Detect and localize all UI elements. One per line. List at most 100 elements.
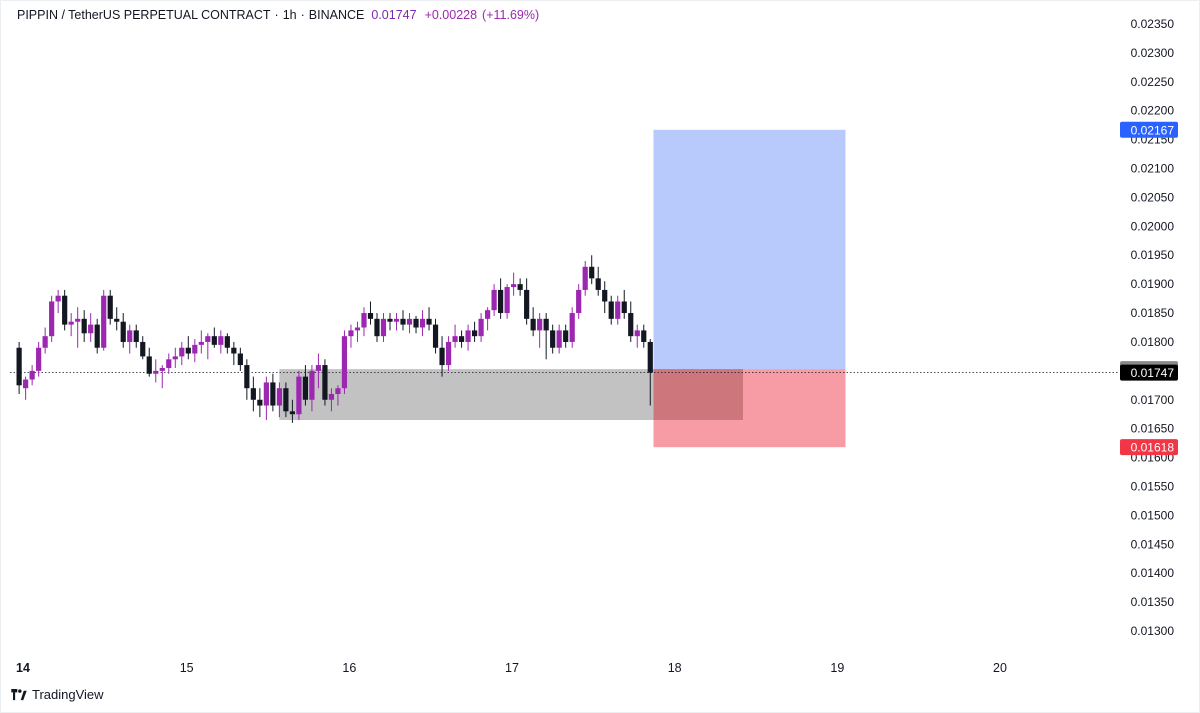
candle: [114, 307, 120, 331]
candle-body: [615, 301, 621, 319]
candle: [16, 341, 22, 394]
candle-body: [452, 336, 458, 342]
candle-body: [270, 382, 276, 406]
candle-body: [42, 336, 48, 348]
price-badge-text: 0.01747: [1131, 366, 1175, 380]
candle-body: [458, 336, 465, 342]
candle-body: [231, 347, 237, 354]
candle: [133, 324, 139, 348]
brand-name: TradingView: [32, 687, 104, 702]
candle-body: [257, 399, 263, 406]
candle-body: [524, 289, 530, 319]
candle: [608, 295, 614, 325]
candle: [641, 324, 647, 348]
y-axis-tick-label: 0.02050: [1131, 190, 1175, 204]
candle: [140, 336, 146, 360]
candle-body: [374, 318, 380, 337]
price-badge-text: 0.01618: [1131, 441, 1175, 455]
y-axis-tick-label: 0.01350: [1131, 595, 1175, 609]
candle: [75, 307, 81, 348]
candle: [205, 333, 211, 360]
x-axis-tick-label: 14: [16, 661, 30, 675]
candle: [511, 272, 517, 296]
candle: [55, 289, 61, 314]
candle: [315, 353, 322, 389]
y-axis-tick-label: 0.02350: [1131, 17, 1175, 31]
candle-body: [250, 388, 256, 400]
y-axis-tick-label: 0.02250: [1131, 75, 1175, 89]
price-change: +0.00228: [424, 8, 478, 22]
candle: [276, 382, 282, 418]
candle-body: [263, 382, 269, 406]
candle: [367, 301, 374, 325]
y-axis-tick-label: 0.02300: [1131, 46, 1175, 60]
x-axis-tick-label: 16: [342, 661, 356, 675]
candle-body: [94, 324, 100, 348]
candle-body: [406, 318, 413, 325]
candle-body: [445, 341, 452, 366]
candle: [179, 341, 185, 366]
candle-body: [576, 289, 582, 314]
candle-body: [218, 336, 224, 345]
candle: [393, 313, 400, 331]
tradingview-branding[interactable]: TradingView: [10, 687, 104, 702]
candle: [107, 289, 113, 325]
y-axis-tick-label: 0.01650: [1131, 422, 1175, 436]
candle: [211, 327, 217, 348]
exchange-label: BINANCE: [308, 8, 365, 22]
candle-body: [16, 347, 22, 386]
price-badge-bg: [1120, 121, 1178, 138]
candle: [172, 347, 178, 368]
candle-body: [133, 330, 139, 342]
candle: [88, 313, 94, 342]
x-axis-tick-label: 19: [830, 661, 844, 675]
candle-body: [49, 301, 55, 337]
candle: [29, 365, 35, 386]
candle-body: [419, 318, 426, 328]
candle-body: [595, 278, 601, 290]
candle: [400, 310, 406, 331]
price-badge-bg: [1120, 364, 1178, 381]
candle-body: [322, 365, 328, 400]
y-axis-tick-label: 0.01300: [1131, 624, 1175, 638]
candle-body: [23, 379, 29, 389]
candle: [120, 313, 126, 348]
y-axis-tick-label: 0.02100: [1131, 162, 1175, 176]
candle-body: [120, 321, 126, 342]
candle: [198, 330, 204, 354]
candle: [485, 307, 491, 331]
candle-body: [556, 330, 562, 348]
candle-body: [55, 295, 61, 302]
candle: [185, 336, 191, 360]
candle-body: [589, 266, 595, 279]
candle-body: [81, 318, 87, 334]
candle: [589, 255, 595, 285]
candle-body: [315, 365, 322, 371]
y-axis-tick-label: 0.01450: [1131, 537, 1175, 551]
x-axis-tick-label: 17: [505, 661, 519, 675]
candle-body: [107, 295, 113, 319]
price-badge-target: 0.02167: [1120, 121, 1178, 138]
candle-body: [127, 330, 133, 342]
symbol-title[interactable]: PIPPIN / TetherUS PERPETUAL CONTRACT: [17, 8, 271, 22]
candle-body: [101, 295, 107, 348]
candle-body: [504, 287, 510, 314]
candle-body: [335, 388, 341, 394]
candle: [127, 324, 133, 354]
candle-body: [439, 347, 445, 366]
candle: [563, 324, 569, 348]
candle: [569, 307, 575, 348]
timeframe-label[interactable]: 1h: [282, 8, 297, 22]
candle-body: [647, 341, 653, 373]
y-axis-tick-label: 0.02000: [1131, 219, 1175, 233]
candle-body: [302, 376, 309, 400]
candle-body: [224, 336, 230, 348]
candle: [250, 376, 256, 412]
tradingview-logo-icon: [11, 688, 27, 700]
y-axis-tick-label: 0.01550: [1131, 479, 1175, 493]
price-badge-stop: 0.01618: [1120, 439, 1178, 456]
y-axis-tick-label: 0.01800: [1131, 335, 1175, 349]
candle: [439, 336, 445, 377]
candle-body: [511, 284, 517, 288]
